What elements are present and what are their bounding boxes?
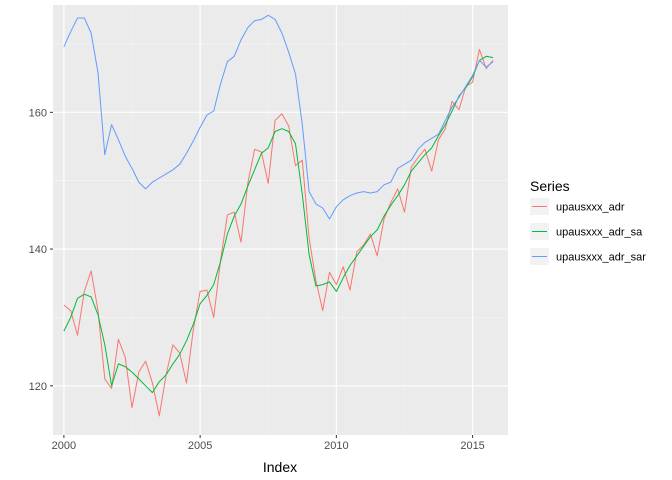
legend-label: upausxxx_adr <box>556 202 625 214</box>
y-axis: 120 140 160 <box>29 107 53 393</box>
x-tick-label: 2000 <box>52 440 76 452</box>
legend-label: upausxxx_adr_sar <box>556 252 646 264</box>
x-tick-label: 2005 <box>188 440 212 452</box>
legend: Series upausxxx_adrupausxxx_adr_saupausx… <box>530 178 646 265</box>
x-tick-label: 2010 <box>324 440 348 452</box>
x-tick-label: 2015 <box>460 440 484 452</box>
series-line-upausxxx-adr <box>63 48 494 417</box>
plot-panel <box>53 5 508 435</box>
legend-title: Series <box>530 178 570 194</box>
y-tick-label: 160 <box>29 107 47 119</box>
minor-gridlines <box>53 5 508 435</box>
x-axis-title: Index <box>263 459 297 475</box>
series-line-upausxxx-adr-sa <box>63 55 494 394</box>
legend-label: upausxxx_adr_sa <box>556 227 643 239</box>
legend-items: upausxxx_adr upausxxx_adr_sa upausxxx_adr_… <box>530 198 646 265</box>
series-line-upausxxx-adr-sar <box>63 14 494 220</box>
y-tick-label: 140 <box>29 244 47 256</box>
series-lines <box>63 14 494 417</box>
x-axis: 2000 2005 2010 2015 <box>52 435 485 452</box>
y-tick-label: 120 <box>29 381 47 393</box>
